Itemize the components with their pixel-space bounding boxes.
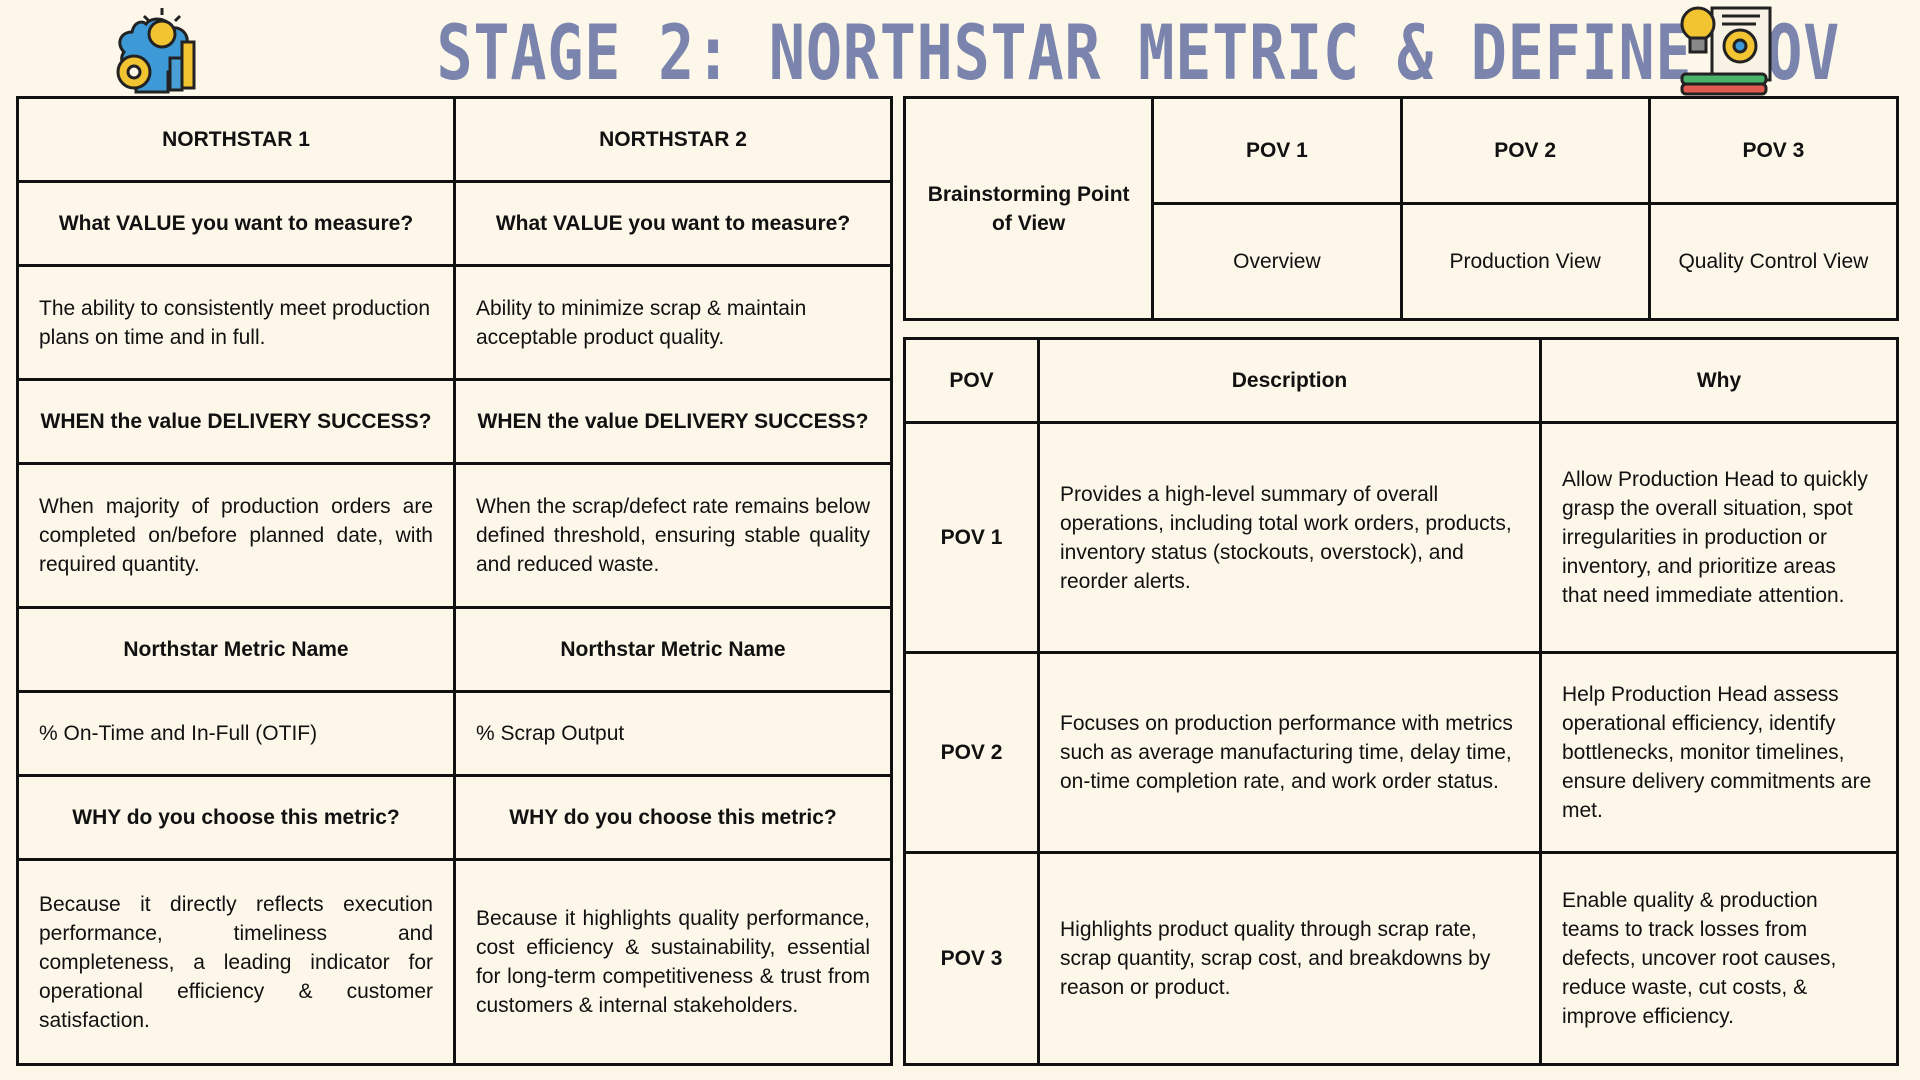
lightbulb-gear-book-icon (1676, 2, 1780, 96)
pov-3-view: Quality Control View (1647, 202, 1900, 321)
why-column-header: Why (1539, 337, 1899, 424)
brain-gears-pencil-icon (110, 2, 208, 96)
pov-row-3-why: Enable quality & production teams to tra… (1539, 851, 1899, 1066)
pov-row-1-description: Provides a high-level summary of overall… (1037, 421, 1542, 654)
northstar-1-metric-question: Northstar Metric Name (16, 606, 456, 693)
northstar-2-header: NORTHSTAR 2 (453, 96, 893, 183)
northstar-1-why-answer: Because it directly reflects execution p… (16, 858, 456, 1066)
pov-description-table: POV Description Why POV 1 Provides a hig… (903, 337, 1899, 1066)
northstar-2-value-answer: Ability to minimize scrap & maintain acc… (453, 264, 893, 381)
northstar-2-why-answer: Because it highlights quality performanc… (453, 858, 893, 1066)
page-title: STAGE 2: NORTHSTAR METRIC & DEFINE POV (436, 8, 1841, 97)
northstar-table: NORTHSTAR 1 NORTHSTAR 2 What VALUE you w… (16, 96, 893, 1066)
pov-row-2-name: POV 2 (903, 651, 1040, 854)
northstar-1-why-question: WHY do you choose this metric? (16, 774, 456, 861)
pov-row-1-name: POV 1 (903, 421, 1040, 654)
northstar-2-value-question: What VALUE you want to measure? (453, 180, 893, 267)
table-row: POV 3 Highlights product quality through… (903, 851, 1899, 1066)
pov-3-name: POV 3 (1647, 96, 1900, 205)
northstar-2-metric-answer: % Scrap Output (453, 690, 893, 777)
northstar-1-value-question: What VALUE you want to measure? (16, 180, 456, 267)
northstar-1-metric-answer: % On-Time and In-Full (OTIF) (16, 690, 456, 777)
northstar-1-header: NORTHSTAR 1 (16, 96, 456, 183)
northstar-2-why-question: WHY do you choose this metric? (453, 774, 893, 861)
pov-2-name: POV 2 (1399, 96, 1651, 205)
brainstorm-label: Brainstorming Point of View (902, 96, 1155, 321)
pov-2-view: Production View (1399, 202, 1651, 321)
table-row: POV 2 Focuses on production performance … (903, 651, 1899, 854)
pov-1-name: POV 1 (1151, 96, 1403, 205)
pov-row-3-name: POV 3 (903, 851, 1040, 1066)
northstar-1-when-answer: When majority of production orders are c… (16, 462, 456, 609)
northstar-1-when-question: WHEN the value DELIVERY SUCCESS? (16, 378, 456, 465)
pov-row-2-why: Help Production Head assess operational … (1539, 651, 1899, 854)
description-column-header: Description (1037, 337, 1542, 424)
northstar-1-value-answer: The ability to consistently meet product… (16, 264, 456, 381)
northstar-2-when-question: WHEN the value DELIVERY SUCCESS? (453, 378, 893, 465)
brainstorm-pov-table: Brainstorming Point of View POV 1 POV 2 … (902, 96, 1900, 321)
table-row: POV 1 Provides a high-level summary of o… (903, 421, 1899, 654)
pov-1-view: Overview (1151, 202, 1403, 321)
northstar-2-metric-question: Northstar Metric Name (453, 606, 893, 693)
pov-row-1-why: Allow Production Head to quickly grasp t… (1539, 421, 1899, 654)
pov-row-2-description: Focuses on production performance with m… (1037, 651, 1542, 854)
pov-row-3-description: Highlights product quality through scrap… (1037, 851, 1542, 1066)
northstar-2-when-answer: When the scrap/defect rate remains below… (453, 462, 893, 609)
pov-column-header: POV (903, 337, 1040, 424)
